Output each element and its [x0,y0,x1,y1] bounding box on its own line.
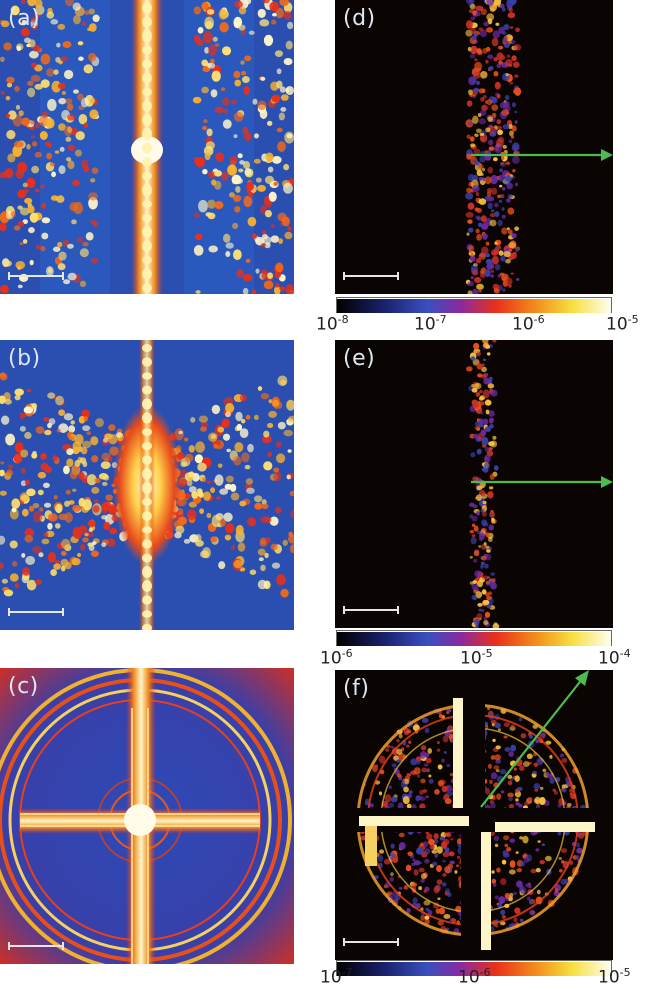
panel-label-a: (a) [8,6,41,31]
panel-label-d: (d) [343,6,376,31]
panel-e: (e) [335,340,613,628]
scale-bar-e [343,606,399,614]
scale-bar-c [8,942,64,950]
diffraction-pattern-a [0,0,294,294]
speckle-field [466,340,500,628]
panel-c: (c) [0,668,294,964]
colorbar-e-tick-3: 10-4 [598,647,631,669]
diffraction-pattern-d [335,0,613,294]
diffraction-pattern-b [0,340,294,630]
colorbar-d [336,297,612,313]
panel-label-e: (e) [343,346,376,371]
colorbar-d-tick-3: 10-6 [512,313,545,335]
colorbar-d-tick-4: 10-5 [606,313,639,335]
panel-label-b: (b) [8,346,41,371]
diffraction-pattern-e [335,340,613,628]
panel-d: (d) [335,0,613,294]
speckle-field [0,0,294,294]
colorbar-e-tick-1: 10-6 [320,647,353,669]
colorbar-f-tick-2: 10-6 [458,966,491,988]
speckle-field [465,0,522,294]
diffraction-pattern-c [0,668,294,964]
colorbar-f [336,960,612,976]
scale-bar-a [8,272,64,280]
panel-f: (f) [335,670,613,960]
colorbar-e-tick-2: 10-5 [460,647,493,669]
panel-label-f: (f) [343,676,370,701]
arrow-icon [480,670,589,808]
arrow-icon [471,476,613,488]
colorbar-d-tick-1: 10-8 [316,313,349,335]
arrow-icon [471,149,613,161]
colorbar-d-tick-2: 10-7 [414,313,447,335]
scale-bar-d [343,272,399,280]
panel-label-c: (c) [8,674,39,699]
colorbar-f-tick-1: 10-7 [320,966,353,988]
scale-bar-b [8,608,64,616]
colorbar-f-tick-3: 10-5 [598,966,631,988]
colorbar-e [336,630,612,646]
panel-a: (a) [0,0,294,294]
panel-b: (b) [0,340,294,630]
diffraction-pattern-f [335,670,613,960]
scale-bar-f [343,938,399,946]
